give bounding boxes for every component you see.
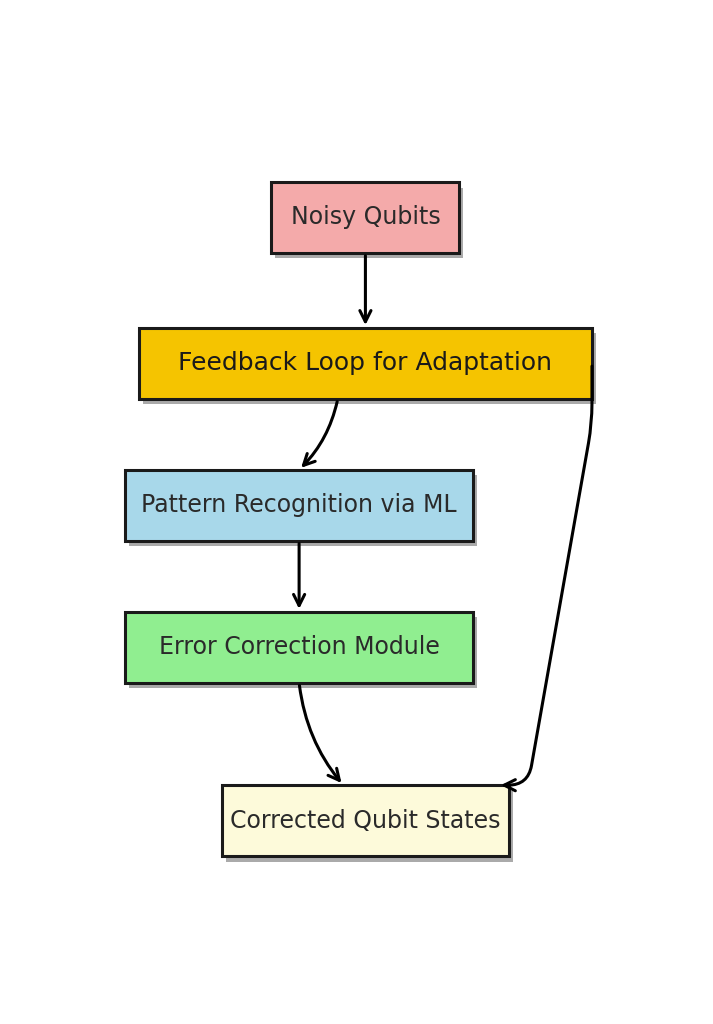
Text: Feedback Loop for Adaptation: Feedback Loop for Adaptation [178, 351, 553, 376]
FancyBboxPatch shape [272, 182, 459, 253]
Text: Error Correction Module: Error Correction Module [159, 635, 439, 659]
FancyBboxPatch shape [129, 617, 477, 688]
Text: Corrected Qubit States: Corrected Qubit States [230, 809, 501, 833]
FancyBboxPatch shape [129, 475, 477, 546]
FancyBboxPatch shape [125, 470, 473, 541]
Text: Noisy Qubits: Noisy Qubits [290, 206, 441, 229]
FancyBboxPatch shape [275, 187, 463, 258]
FancyBboxPatch shape [225, 791, 513, 861]
FancyBboxPatch shape [222, 785, 509, 856]
FancyBboxPatch shape [143, 334, 596, 404]
Text: Pattern Recognition via ML: Pattern Recognition via ML [141, 494, 457, 517]
FancyBboxPatch shape [139, 328, 592, 399]
FancyBboxPatch shape [125, 611, 473, 683]
